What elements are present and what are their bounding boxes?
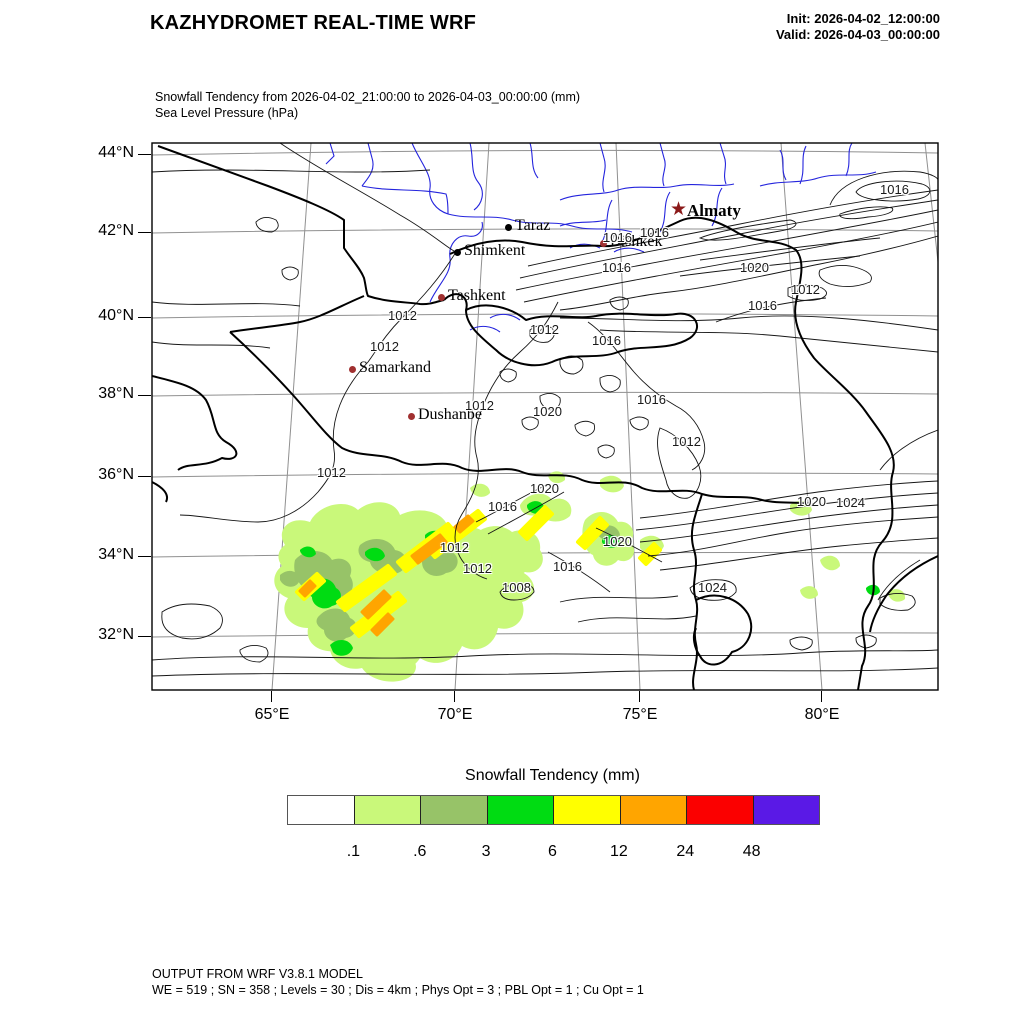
contour-label: 1016 [553,559,582,574]
lat-label: 32°N [98,626,134,643]
legend-tick-label: 48 [742,843,761,860]
city-marker-dot [408,413,415,420]
lon-label: 65°E [254,706,290,723]
city-label: Tashkent [448,287,506,304]
contour-label: 1016 [592,333,621,348]
init-time: Init: 2026-04-02_12:00:00 [786,11,940,26]
map-frame [151,142,939,691]
legend-color-cell [487,796,554,824]
lat-label: 42°N [98,222,134,239]
contour-label: 1016 [488,499,517,514]
legend-tick-label: .6 [413,843,427,860]
city-marker-star: ★ [670,199,688,220]
city-label: Shimkent [464,242,526,259]
lat-tick [138,556,151,557]
contour-label: 1020 [533,404,562,419]
contour-label: 1012 [465,398,494,413]
model-info-line1: OUTPUT FROM WRF V3.8.1 MODEL [152,967,363,981]
legend-color-cell [288,796,355,824]
lon-label: 80°E [804,706,840,723]
lon-tick [821,691,822,702]
admin-boundaries [325,143,877,333]
city-marker-dot [349,366,356,373]
legend-title: Snowfall Tendency (mm) [465,767,640,784]
contour-label: 1016 [640,225,669,240]
contour-label: 1008 [502,580,531,595]
contour-label: 1012 [370,339,399,354]
lat-tick [138,154,151,155]
contour-label: 1024 [836,495,865,510]
model-info: OUTPUT FROM WRF V3.8.1 MODEL WE = 519 ; … [152,966,644,998]
city-label: Bishkek [610,233,663,250]
page-title: KAZHYDROMET REAL-TIME WRF [150,12,477,34]
snowfall-level5 [298,514,475,637]
city-marker-dot [505,224,512,231]
city-marker-dot [454,249,461,256]
lat-tick [138,232,151,233]
snowfall-shading [274,471,906,682]
run-times: Init: 2026-04-02_12:00:00 Valid: 2026-04… [776,11,940,43]
legend-tick-label: 12 [609,843,628,860]
lon-tick [639,691,640,702]
lat-label: 44°N [98,144,134,161]
contour-label: 1012 [463,561,492,576]
contour-label: 1012 [791,282,820,297]
valid-time: Valid: 2026-04-03_00:00:00 [775,27,940,42]
city-label: Taraz [515,217,551,234]
contour-label: 1016 [637,392,666,407]
contour-label: 1012 [530,322,559,337]
legend-colorbar [287,795,820,825]
contour-label: 1016 [880,182,909,197]
lat-tick [138,395,151,396]
plot-subtitle: Snowfall Tendency from 2026-04-02_21:00:… [155,90,580,121]
city-marker-dot [600,240,607,247]
legend-color-cell [620,796,687,824]
lon-tick [454,691,455,702]
contour-label: 1020 [603,534,632,549]
contour-label: 1024 [698,580,727,595]
contour-label: 1016 [602,260,631,275]
city-label: Samarkand [359,359,431,376]
subtitle-line2: Sea Level Pressure (hPa) [155,105,299,120]
city-label: Dushanbe [418,406,482,423]
legend-color-cell [687,796,754,824]
city-label: Almaty [687,201,741,220]
contour-label: 1020 [740,260,769,275]
lon-label: 70°E [437,706,473,723]
lon-label: 75°E [622,706,658,723]
legend-tick-label: 6 [548,843,557,860]
lat-label: 36°N [98,466,134,483]
legend-color-cell [354,796,421,824]
subtitle-line1: Snowfall Tendency from 2026-04-02_21:00:… [155,90,581,104]
contour-label: 1020 [530,481,559,496]
contour-label: 1012 [672,434,701,449]
legend-tick-label: 3 [481,843,491,860]
contour-label: 1016 [603,230,632,245]
contour-label: 1016 [748,298,777,313]
legend-color-cell [554,796,621,824]
lat-label: 38°N [98,385,134,402]
contour-label: 1012 [317,465,346,480]
lat-label: 40°N [98,307,134,324]
legend-tick-label: .1 [346,843,361,860]
legend-color-cell [753,796,819,824]
lat-label: 34°N [98,546,134,563]
model-info-line2: WE = 519 ; SN = 358 ; Levels = 30 ; Dis … [152,983,644,997]
legend-tick-label: 24 [676,843,695,860]
contour-label: 1012 [440,540,469,555]
lon-tick [271,691,272,702]
lat-tick [138,476,151,477]
snowfall-level3 [300,501,880,656]
legend-color-cell [421,796,488,824]
lat-tick [138,317,151,318]
pressure-contours [152,143,938,677]
lat-tick [138,636,151,637]
contour-label: 1020 [797,494,826,509]
city-marker-dot [438,294,445,301]
contour-label: 1012 [388,308,417,323]
